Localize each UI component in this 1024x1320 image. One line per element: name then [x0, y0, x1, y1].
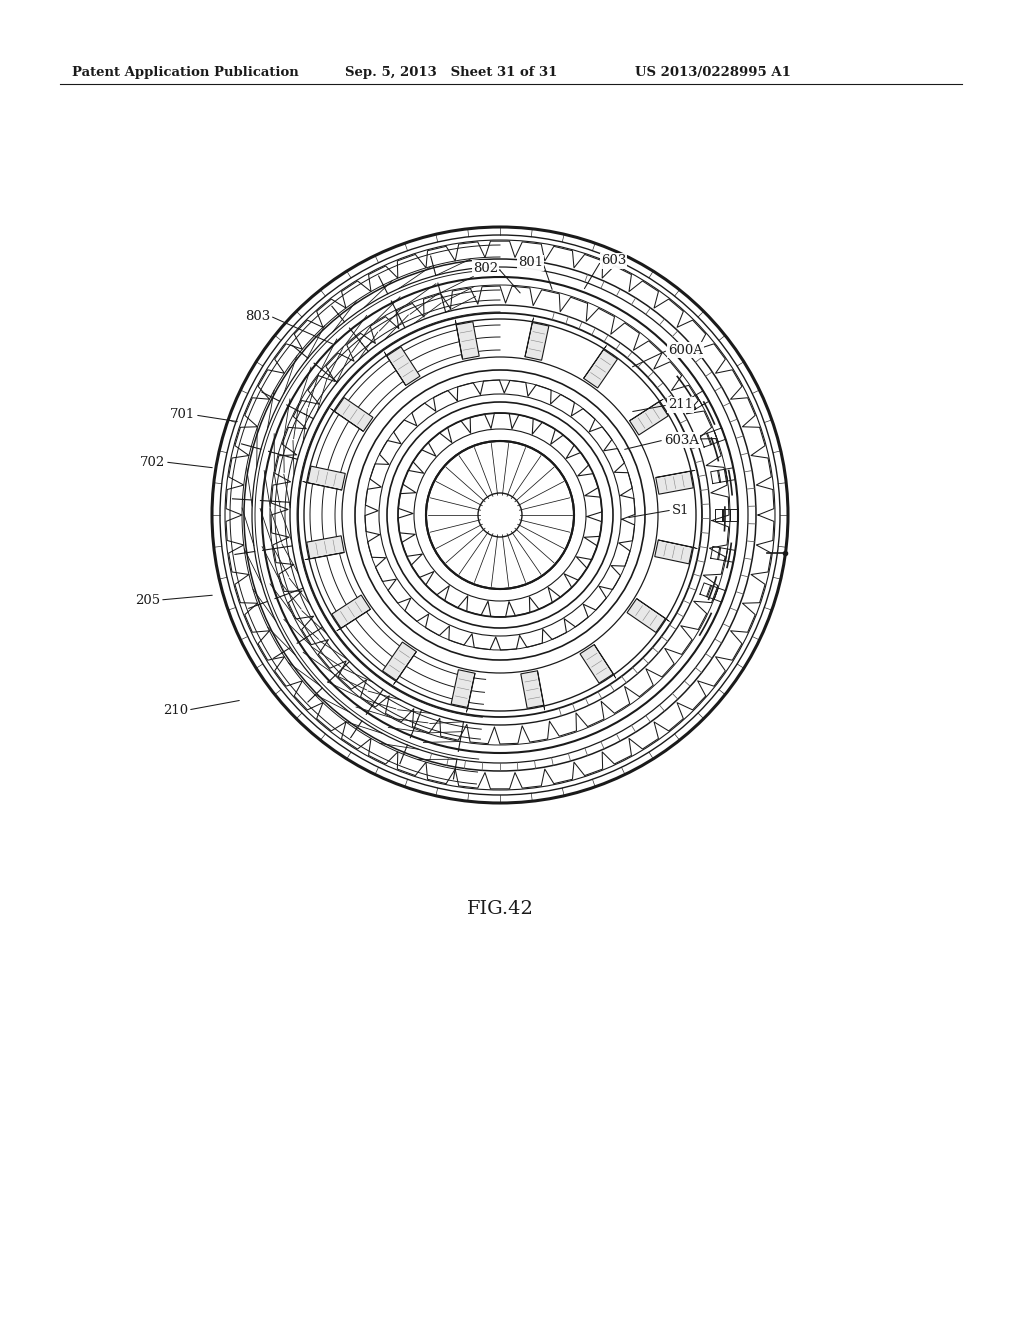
Polygon shape [637, 598, 670, 622]
Text: 205: 205 [135, 594, 160, 606]
Polygon shape [337, 610, 371, 631]
Polygon shape [525, 318, 534, 356]
Polygon shape [630, 401, 669, 436]
Polygon shape [594, 644, 615, 678]
Text: 211: 211 [668, 399, 693, 412]
Text: Patent Application Publication: Patent Application Publication [72, 66, 299, 79]
Polygon shape [332, 595, 371, 628]
Polygon shape [655, 470, 695, 478]
Polygon shape [584, 346, 606, 379]
Text: 210: 210 [163, 704, 188, 717]
Polygon shape [627, 598, 666, 632]
Text: 702: 702 [139, 455, 165, 469]
Polygon shape [580, 644, 613, 684]
Text: 603: 603 [601, 255, 627, 268]
Text: S1: S1 [672, 503, 689, 516]
Text: 603A: 603A [664, 433, 699, 446]
Polygon shape [525, 322, 549, 360]
Polygon shape [630, 399, 664, 421]
Polygon shape [654, 540, 692, 564]
Text: 600A: 600A [668, 343, 702, 356]
Polygon shape [521, 671, 544, 709]
Text: Sep. 5, 2013   Sheet 31 of 31: Sep. 5, 2013 Sheet 31 of 31 [345, 66, 557, 79]
Polygon shape [456, 322, 479, 359]
Polygon shape [305, 553, 344, 560]
Polygon shape [456, 319, 463, 359]
Polygon shape [658, 540, 697, 549]
Polygon shape [307, 536, 344, 558]
Polygon shape [467, 673, 475, 713]
Polygon shape [538, 671, 545, 710]
Polygon shape [384, 351, 406, 385]
Polygon shape [303, 482, 342, 490]
Polygon shape [335, 397, 373, 432]
Text: US 2013/0228995 A1: US 2013/0228995 A1 [635, 66, 791, 79]
Polygon shape [584, 350, 617, 388]
Text: 701: 701 [170, 408, 195, 421]
Text: 802: 802 [473, 261, 498, 275]
Polygon shape [383, 642, 417, 681]
Polygon shape [331, 408, 364, 432]
Polygon shape [387, 347, 420, 385]
Text: FIG.42: FIG.42 [467, 900, 534, 917]
Polygon shape [307, 466, 345, 490]
Polygon shape [393, 652, 417, 685]
Text: 803: 803 [245, 309, 270, 322]
Polygon shape [452, 669, 475, 708]
Polygon shape [655, 471, 693, 494]
Text: 801: 801 [518, 256, 543, 269]
